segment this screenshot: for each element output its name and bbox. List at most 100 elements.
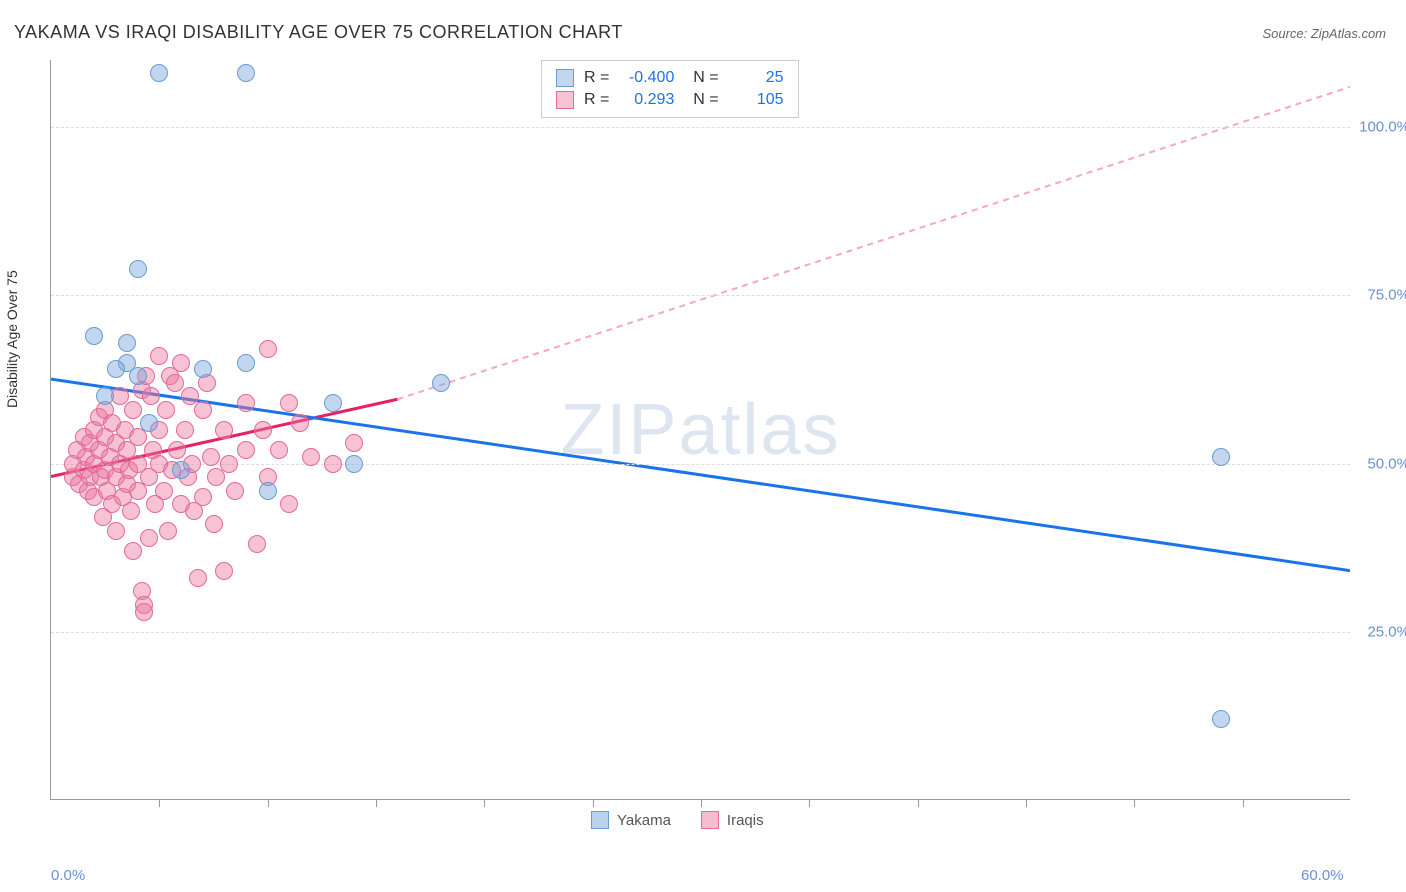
y-tick-label: 75.0% [1367, 287, 1406, 304]
x-tick [1026, 799, 1027, 807]
x-tick [159, 799, 160, 807]
data-point [150, 347, 168, 365]
legend-label: Iraqis [727, 812, 764, 829]
data-point [302, 448, 320, 466]
data-point [280, 394, 298, 412]
data-point [207, 468, 225, 486]
plot-area: ZIPatlas R = -0.400 N = 25 R = 0.293 N =… [50, 60, 1350, 800]
data-point [1212, 448, 1230, 466]
data-point [135, 603, 153, 621]
data-point [96, 387, 114, 405]
data-point [118, 334, 136, 352]
data-point [270, 441, 288, 459]
data-point [237, 394, 255, 412]
data-point [345, 434, 363, 452]
data-point [129, 260, 147, 278]
r-value-yakama: -0.400 [619, 69, 674, 87]
data-point [166, 374, 184, 392]
data-point [202, 448, 220, 466]
swatch-iraqis [556, 91, 574, 109]
data-point [140, 529, 158, 547]
data-point [129, 367, 147, 385]
y-tick-label: 100.0% [1359, 119, 1406, 136]
x-tick [1243, 799, 1244, 807]
data-point [1212, 710, 1230, 728]
legend-item: Iraqis [701, 811, 764, 829]
gridline [51, 632, 1350, 633]
x-tick [918, 799, 919, 807]
legend-swatch [591, 811, 609, 829]
x-tick [1134, 799, 1135, 807]
data-point [237, 441, 255, 459]
data-point [248, 535, 266, 553]
data-point [124, 401, 142, 419]
data-point [168, 441, 186, 459]
gridline [51, 127, 1350, 128]
correlation-stats-box: R = -0.400 N = 25 R = 0.293 N = 105 [541, 60, 799, 118]
data-point [345, 455, 363, 473]
x-tick [376, 799, 377, 807]
chart-title: YAKAMA VS IRAQI DISABILITY AGE OVER 75 C… [14, 22, 623, 43]
x-tick [484, 799, 485, 807]
legend-item: Yakama [591, 811, 671, 829]
data-point [324, 455, 342, 473]
data-point [259, 340, 277, 358]
data-point [176, 421, 194, 439]
data-point [226, 482, 244, 500]
data-point [172, 354, 190, 372]
data-point [291, 414, 309, 432]
data-point [107, 522, 125, 540]
data-point [432, 374, 450, 392]
gridline [51, 295, 1350, 296]
legend-label: Yakama [617, 812, 671, 829]
x-tick [809, 799, 810, 807]
data-point [205, 515, 223, 533]
trend-line [397, 87, 1350, 399]
data-point [259, 482, 277, 500]
r-label: R = [584, 69, 609, 87]
r-label: R = [584, 91, 609, 109]
data-point [124, 542, 142, 560]
source-label: Source: ZipAtlas.com [1262, 26, 1386, 41]
data-point [142, 387, 160, 405]
y-axis-label: Disability Age Over 75 [4, 270, 20, 408]
data-point [172, 461, 190, 479]
data-point [150, 64, 168, 82]
x-tick [268, 799, 269, 807]
n-value-iraqis: 105 [729, 91, 784, 109]
data-point [280, 495, 298, 513]
data-point [157, 401, 175, 419]
data-point [155, 482, 173, 500]
x-tick [593, 799, 594, 807]
data-point [194, 488, 212, 506]
data-point [237, 354, 255, 372]
stats-row-yakama: R = -0.400 N = 25 [556, 67, 784, 89]
stats-row-iraqis: R = 0.293 N = 105 [556, 89, 784, 111]
data-point [85, 327, 103, 345]
data-point [254, 421, 272, 439]
data-point [107, 360, 125, 378]
r-value-iraqis: 0.293 [619, 91, 674, 109]
swatch-yakama [556, 69, 574, 87]
data-point [194, 360, 212, 378]
watermark: ZIPatlas [560, 389, 840, 471]
gridline [51, 464, 1350, 465]
trend-lines-layer [51, 60, 1350, 799]
n-label: N = [684, 69, 718, 87]
data-point [140, 414, 158, 432]
legend-bottom: Yakama Iraqis [591, 811, 764, 829]
data-point [324, 394, 342, 412]
n-label: N = [684, 91, 718, 109]
legend-swatch [701, 811, 719, 829]
x-tick-label: 60.0% [1301, 867, 1344, 884]
data-point [194, 401, 212, 419]
data-point [159, 522, 177, 540]
data-point [189, 569, 207, 587]
y-tick-label: 50.0% [1367, 455, 1406, 472]
data-point [237, 64, 255, 82]
y-tick-label: 25.0% [1367, 623, 1406, 640]
data-point [220, 455, 238, 473]
data-point [122, 502, 140, 520]
chart-container: YAKAMA VS IRAQI DISABILITY AGE OVER 75 C… [0, 0, 1406, 892]
n-value-yakama: 25 [729, 69, 784, 87]
